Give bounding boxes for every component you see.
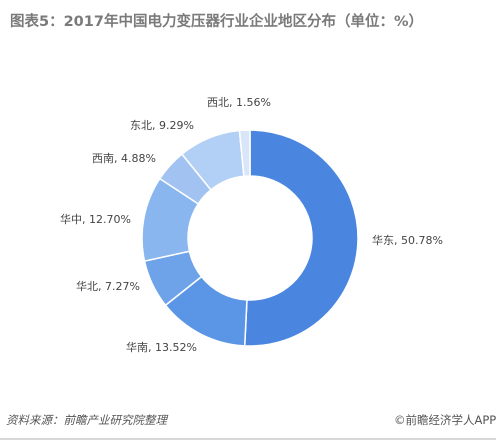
data-label-5: 西南, 4.88% [92, 152, 156, 165]
data-label-4: 华中, 12.70% [60, 212, 131, 226]
labels-group: 华东, 50.78% 华南, 13.52% 华北, 7.27% 华中, 12.70% 西… [60, 96, 443, 354]
slices-group [141, 129, 359, 347]
data-label-1: 华东, 50.78% [372, 233, 443, 247]
data-label-2: 华南, 13.52% [126, 340, 197, 354]
bottom-divider [0, 438, 496, 440]
wechat-credit: ©前瞻经济学人APP [394, 412, 496, 428]
data-label-3: 华北, 7.27% [76, 279, 140, 293]
source-note: 资料来源：前瞻产业研究院整理 [6, 413, 167, 427]
data-label-6: 东北, 9.29% [130, 119, 194, 132]
chart-title: 图表5：2017年中国电力变压器行业企业地区分布（单位：%） [10, 14, 423, 30]
slice-1 [243, 129, 359, 347]
slice-7 [238, 129, 251, 178]
wechat-account-label: ©前瞻经济学人APP [394, 413, 496, 427]
data-label-7: 西北, 1.56% [207, 96, 271, 109]
